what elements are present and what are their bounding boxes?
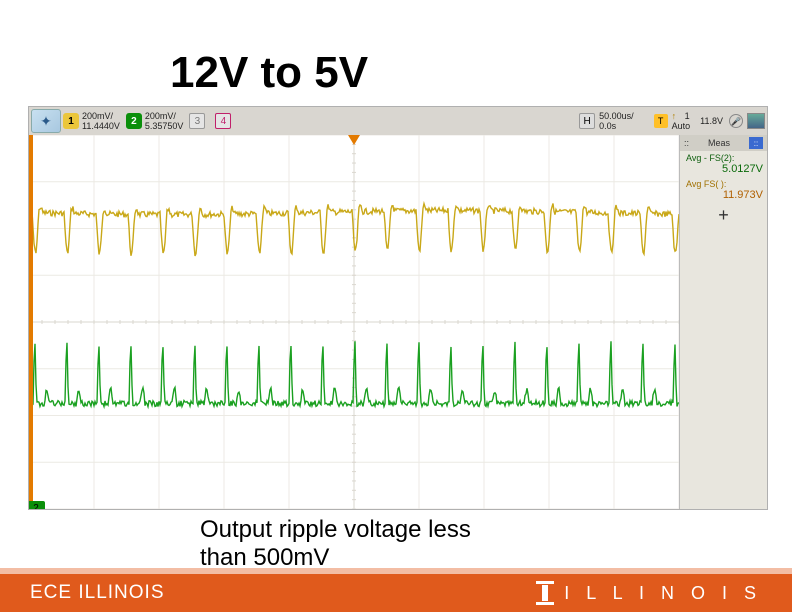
scope-top-toolbar: ✦ 1 200mV/ 11.4440V 2 200mV/ 5.35750V 3 …	[29, 107, 767, 135]
channel-2-badge: 2	[126, 113, 142, 129]
channel-4-box: 4	[215, 113, 231, 129]
channel-3-box: 3	[189, 113, 205, 129]
measurements-panel: :: Meas :: Avg - FS(2): 5.0127V Avg FS( …	[679, 135, 767, 509]
timebase-delay: 0.0s	[599, 121, 634, 131]
trigger-badge: T	[654, 114, 668, 128]
waveform-plot: 2	[29, 135, 679, 509]
trigger-settings: T ↑ 1 Auto	[654, 111, 691, 131]
channel-1-settings: 1 200mV/ 11.4440V	[63, 111, 120, 131]
illinois-i-icon	[536, 581, 554, 605]
footer-left-text: ECE ILLINOIS	[30, 582, 165, 604]
timebase-scale: 50.00us/	[599, 111, 634, 121]
channel-1-scale: 200mV/	[82, 111, 120, 121]
mic-icon: 🎤	[729, 114, 743, 128]
timebase-badge: H	[579, 113, 595, 129]
trigger-source: 1	[685, 111, 690, 121]
footer-right-logo: I L L I N O I S	[536, 581, 762, 605]
waveform-svg	[29, 135, 679, 509]
trigger-edge-icon: ↑	[672, 111, 677, 121]
slide-title: 12V to 5V	[170, 48, 368, 98]
footer-right-text: I L L I N O I S	[564, 583, 762, 604]
timebase-settings: H 50.00us/ 0.0s	[579, 111, 634, 131]
caption-line-1: Output ripple voltage less	[200, 516, 471, 543]
trigger-level: 11.8V	[700, 116, 723, 126]
add-measurement-icon: +	[680, 205, 767, 226]
scope-logo-icon: ✦	[31, 109, 61, 133]
measurements-tab: :: Meas ::	[680, 135, 767, 151]
caption-line-2: than 500mV	[200, 544, 329, 571]
channel-1-badge: 1	[63, 113, 79, 129]
slide-footer: ECE ILLINOIS I L L I N O I S	[0, 574, 792, 612]
channel-2-settings: 2 200mV/ 5.35750V	[126, 111, 184, 131]
channel-2-offset: 5.35750V	[145, 121, 184, 131]
meas-2-label: Avg FS( ):	[686, 179, 763, 189]
slide-caption: Output ripple voltage less than 500mV	[200, 516, 471, 572]
monitor-icon	[747, 113, 765, 129]
trigger-mode: Auto	[672, 121, 691, 131]
channel-2-ground-marker: 2	[29, 501, 45, 509]
plot-left-marker	[29, 135, 33, 509]
close-icon: ::	[749, 137, 763, 149]
channel-1-offset: 11.4440V	[82, 121, 120, 131]
meas-2-value: 11.973V	[686, 189, 763, 201]
meas-1-value: 5.0127V	[686, 163, 763, 175]
channel-2-scale: 200mV/	[145, 111, 184, 121]
meas-1-label: Avg - FS(2):	[686, 153, 763, 163]
measurements-tab-label: Meas	[708, 138, 730, 148]
oscilloscope-screenshot: ✦ 1 200mV/ 11.4440V 2 200mV/ 5.35750V 3 …	[28, 106, 768, 510]
